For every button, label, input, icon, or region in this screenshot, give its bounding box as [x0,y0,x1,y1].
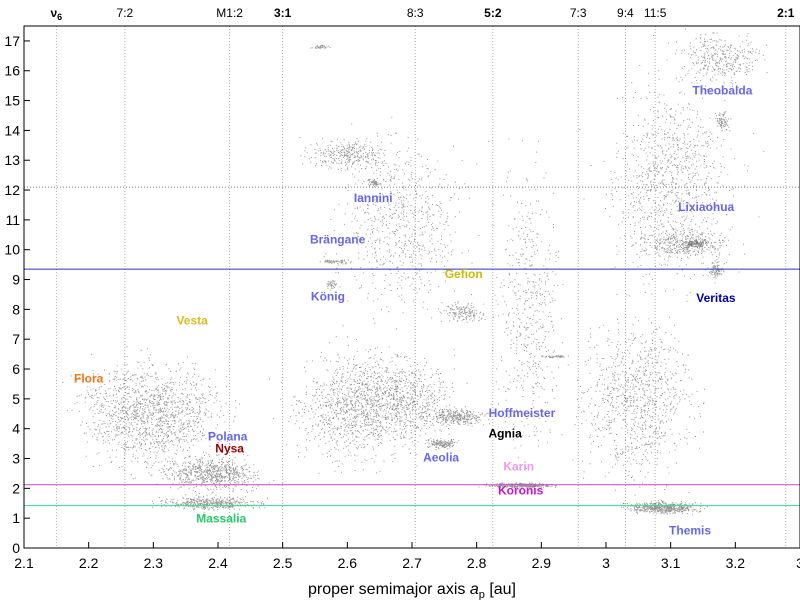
y-tick-label: 6 [12,361,20,377]
asteroid-cluster [541,354,569,359]
y-tick-label: 17 [4,33,20,49]
asteroid-cluster [326,280,338,291]
asteroid-cluster [319,259,352,265]
asteroid-cluster [62,346,240,480]
axis-ticks: 2.12.22.32.42.52.62.72.82.933.13.2301234… [4,33,800,571]
x-axis-title: proper semimajor axis ap [au] [308,581,516,600]
y-tick-label: 9 [12,272,20,288]
resonance-label: 5:2 [484,6,502,20]
y-tick-label: 8 [12,301,20,317]
resonance-labels: ν6 7:2 M1:2 3:1 8:3 5:2 7:3 9:4 11:5 2:1 [50,6,794,22]
y-tick-label: 13 [4,152,20,168]
plot-frame [23,25,800,549]
family-label: König [311,289,345,303]
y-tick-label: 11 [5,212,20,228]
x-tick-label: 2.3 [144,555,164,571]
y-tick-label: 14 [4,122,20,138]
resonance-label: 9:4 [617,6,634,20]
y-tick-label: 2 [12,480,20,496]
x-tick-label: 2.1 [14,555,34,571]
resonance-lines [55,26,787,548]
y-tick-label: 10 [4,242,20,258]
y-tick-label: 12 [4,182,20,198]
asteroid-cluster [667,28,768,92]
resonance-label: 3:1 [274,6,292,20]
family-labels: Theobalda Iannini Lixiaohua Brängane Gefion K… [74,84,753,538]
asteroid-cluster [299,137,401,171]
family-label: Massalia [196,512,246,526]
asteroid-cluster [631,220,746,268]
family-label: Agnia [488,427,522,441]
asteroid-cluster [269,325,454,474]
family-label: Theobalda [692,84,752,98]
resonance-label: 8:3 [407,6,424,20]
family-label: Aeolia [423,450,459,464]
inclination-reference-lines [24,186,800,507]
asteroid-cluster [425,437,460,451]
y-tick-label: 15 [4,93,20,109]
y-tick-label: 7 [12,331,20,347]
x-tick-label: 2.5 [273,555,293,571]
family-label: Lixiaohua [678,200,734,214]
asteroid-cluster [707,255,725,284]
asteroid-cluster [367,178,382,187]
family-label: Themis [669,524,711,538]
y-tick-label: 1 [12,510,20,526]
family-label: Karin [503,459,534,473]
family-label: Iannini [354,191,393,205]
x-tick-label: 2.9 [532,555,552,571]
x-tick-label: 2.8 [467,555,487,571]
x-tick-label: 3 [796,555,800,571]
resonance-label: 11:5 [644,6,667,20]
x-tick-label: 3.2 [726,555,746,571]
resonance-label: 7:3 [570,6,587,20]
asteroid-cluster [579,35,765,297]
asteroid-cluster [150,451,284,498]
y-tick-label: 16 [4,63,20,79]
asteroid-cluster [684,240,712,248]
y-tick-label: 5 [12,391,20,407]
family-label: Hoffmeister [489,406,556,420]
asteroid-cluster [567,294,705,504]
x-tick-label: 3 [602,555,610,571]
x-tick-label: 2.2 [79,555,99,571]
family-label: Koronis [498,483,544,497]
y-tick-label: 3 [12,451,20,467]
asteroid-cluster [621,499,708,515]
asteroid-cluster [438,302,494,323]
asteroid-cluster [426,406,491,427]
family-label: Vesta [176,313,208,327]
asteroid-cluster [714,111,732,132]
asteroid-cluster [359,349,468,454]
resonance-label: ν6 [50,6,62,22]
x-tick-label: 3.1 [661,555,681,571]
resonance-label: 7:2 [117,6,134,20]
family-label: Nysa [215,442,244,456]
x-tick-label: 2.7 [402,555,422,571]
x-tick-label: 2.4 [208,555,228,571]
resonance-label: M1:2 [216,6,243,20]
x-tick-label: 2.6 [338,555,358,571]
resonance-label: 2:1 [777,6,795,20]
asteroid-points [62,28,768,515]
y-tick-label: 0 [12,540,20,556]
asteroid-cluster [323,116,480,330]
family-label: Flora [74,371,104,385]
y-tick-label: 4 [12,421,20,437]
family-label: Polana [208,430,248,444]
asteroid-cluster [484,138,564,469]
asteroid-cluster [152,492,268,513]
family-label: Veritas [696,291,736,305]
family-label: Gefion [445,267,483,281]
asteroid-cluster [310,44,331,50]
family-label: Brängane [310,233,366,247]
